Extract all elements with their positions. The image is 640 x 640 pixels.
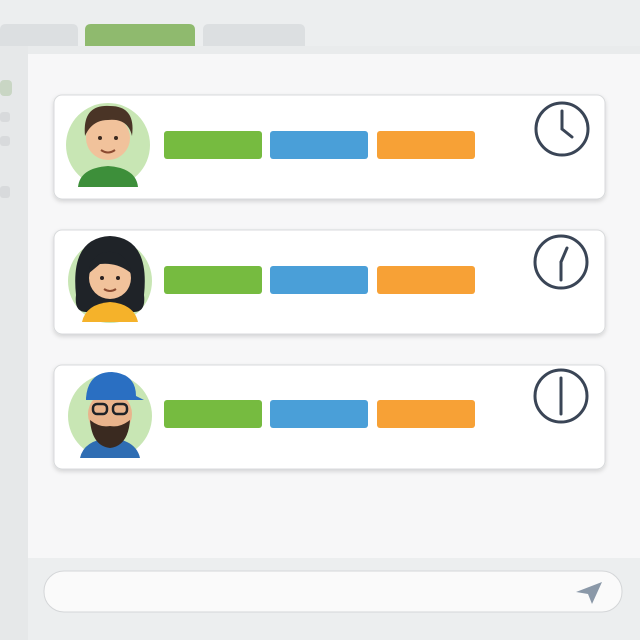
panel-header <box>28 46 640 54</box>
avatar-eye <box>114 136 118 140</box>
card[interactable] <box>53 94 606 200</box>
send-button[interactable] <box>576 582 602 604</box>
status-bar-orange <box>377 400 475 428</box>
status-bar-orange <box>377 266 475 294</box>
status-bar-blue <box>270 400 368 428</box>
sidebar-item[interactable] <box>0 112 10 122</box>
tab[interactable] <box>203 24 305 46</box>
avatar-face <box>89 257 131 299</box>
message-input[interactable] <box>43 570 623 613</box>
status-bar-blue <box>270 131 368 159</box>
avatar-hair <box>84 105 133 136</box>
avatar <box>68 236 152 323</box>
avatar <box>68 372 152 458</box>
avatar <box>66 103 150 187</box>
status-bar-green <box>164 266 262 294</box>
avatar-glasses <box>91 402 109 416</box>
avatar-shirt <box>78 166 138 187</box>
avatar-beard <box>90 420 130 448</box>
clock-icon <box>534 101 590 157</box>
avatar-eye <box>116 276 120 280</box>
clock-hand <box>559 246 569 264</box>
avatar-face <box>86 116 130 160</box>
tab-active[interactable] <box>85 24 195 46</box>
avatar-eye <box>100 276 104 280</box>
card[interactable] <box>53 364 606 470</box>
clock-hand <box>560 127 574 139</box>
tab[interactable] <box>0 24 78 46</box>
sidebar-item[interactable] <box>0 136 10 146</box>
avatar-eye <box>98 136 102 140</box>
status-bar-green <box>164 400 262 428</box>
avatar-shirt <box>82 302 138 322</box>
clock-icon <box>533 368 589 424</box>
sidebar-item[interactable] <box>0 186 10 198</box>
status-bar-green <box>164 131 262 159</box>
sidebar <box>0 46 28 640</box>
avatar-mouth <box>103 288 117 292</box>
avatar-bangs <box>88 251 132 274</box>
avatar-mouth <box>100 149 116 154</box>
clock-icon <box>533 234 589 290</box>
avatar-cap <box>86 372 144 400</box>
sidebar-item[interactable] <box>0 80 12 96</box>
avatar-glasses <box>111 402 129 416</box>
status-bar-blue <box>270 266 368 294</box>
status-bar-orange <box>377 131 475 159</box>
card[interactable] <box>53 229 606 335</box>
